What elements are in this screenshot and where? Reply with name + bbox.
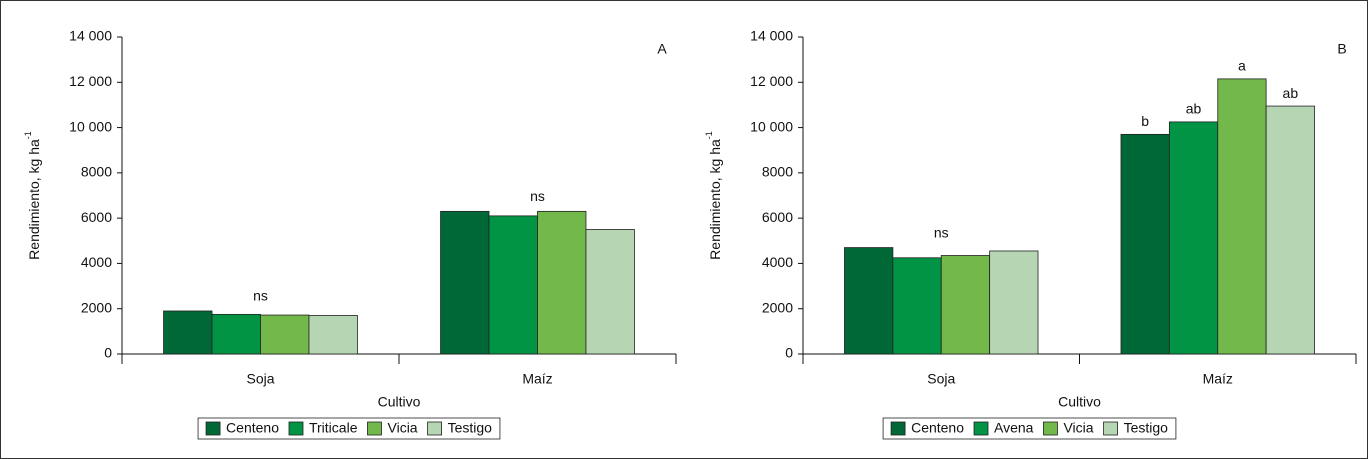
legend-label: Triticale	[309, 420, 358, 436]
bar	[440, 210, 490, 355]
x-axis-title: Cultivo	[378, 394, 421, 410]
group-label: ns	[530, 188, 545, 204]
y-tick-label: 2000	[762, 299, 793, 315]
y-tick-label: 2000	[81, 299, 112, 315]
group-label: ns	[253, 288, 268, 304]
bar-label: ab	[1283, 85, 1299, 101]
group-label: ns	[934, 224, 949, 240]
legend-label: Centeno	[911, 420, 964, 436]
legend-swatch	[1043, 421, 1058, 436]
y-axis-title: Rendimiento, kg ha-1	[23, 131, 41, 260]
legend-box	[197, 417, 501, 440]
y-tick-label: 12 000	[69, 73, 112, 89]
bar	[211, 313, 261, 355]
y-tick-label: 8000	[81, 164, 112, 180]
legend-swatch	[890, 421, 906, 436]
x-tick-label: Soja	[927, 371, 955, 387]
x-tick-label: Soja	[246, 371, 274, 387]
bar	[537, 210, 587, 355]
bar	[1168, 121, 1219, 355]
y-axis-title-sup: -1	[23, 131, 33, 139]
bar	[940, 255, 991, 355]
legend-swatch	[1103, 421, 1118, 436]
y-tick-label: 8000	[762, 164, 793, 180]
legend-swatch	[288, 421, 304, 436]
y-tick-label: 6000	[762, 209, 793, 225]
legend-swatch	[427, 421, 442, 436]
legend-swatch	[205, 421, 221, 436]
bar	[1120, 133, 1170, 355]
legend-box	[882, 417, 1177, 440]
legend-label: Centeno	[226, 420, 279, 436]
legend-swatch	[367, 421, 382, 436]
y-tick-label: 6000	[81, 209, 112, 225]
panel-label: B	[1337, 41, 1346, 57]
y-tick-label: 4000	[762, 254, 793, 270]
y-axis-title-main: Rendimiento, kg ha	[26, 139, 42, 260]
bar	[308, 315, 358, 355]
x-tick-label: Maíz	[522, 371, 552, 387]
legend: Centeno Avena Vicia Testigo	[882, 417, 1177, 440]
bar	[585, 229, 635, 355]
legend-label: Testigo	[448, 420, 493, 436]
bar	[1265, 105, 1315, 355]
y-tick-label: 14 000	[69, 28, 112, 44]
bar	[488, 215, 538, 355]
y-axis-title-main: Rendimiento, kg ha	[707, 139, 723, 260]
legend-label: Vicia	[1063, 420, 1093, 436]
legend: Centeno Triticale Vicia Testigo	[197, 417, 501, 440]
y-tick-label: 14 000	[750, 28, 793, 44]
x-tick-label: Maíz	[1203, 371, 1233, 387]
bar	[892, 257, 942, 355]
bar	[163, 310, 213, 355]
x-axis-title: Cultivo	[1058, 394, 1101, 410]
y-tick-label: 10 000	[750, 118, 793, 134]
y-tick-label: 0	[104, 345, 112, 361]
legend-label: Avena	[994, 420, 1034, 436]
bar-label: ab	[1186, 101, 1202, 117]
bar-label: a	[1238, 58, 1246, 74]
bar-label: b	[1141, 113, 1149, 129]
legend-label: Testigo	[1124, 420, 1169, 436]
legend-label: Vicia	[387, 420, 417, 436]
y-tick-label: 12 000	[750, 73, 793, 89]
y-tick-label: 4000	[81, 254, 112, 270]
bar	[844, 247, 894, 355]
y-axis-title-sup: -1	[704, 131, 714, 139]
bar	[1217, 78, 1267, 355]
y-tick-label: 10 000	[69, 118, 112, 134]
bar	[989, 250, 1039, 355]
legend-swatch	[973, 421, 989, 436]
bar	[260, 314, 310, 355]
panel-label: A	[657, 41, 667, 57]
y-axis-title: Rendimiento, kg ha-1	[704, 131, 722, 260]
y-tick-label: 0	[785, 345, 793, 361]
